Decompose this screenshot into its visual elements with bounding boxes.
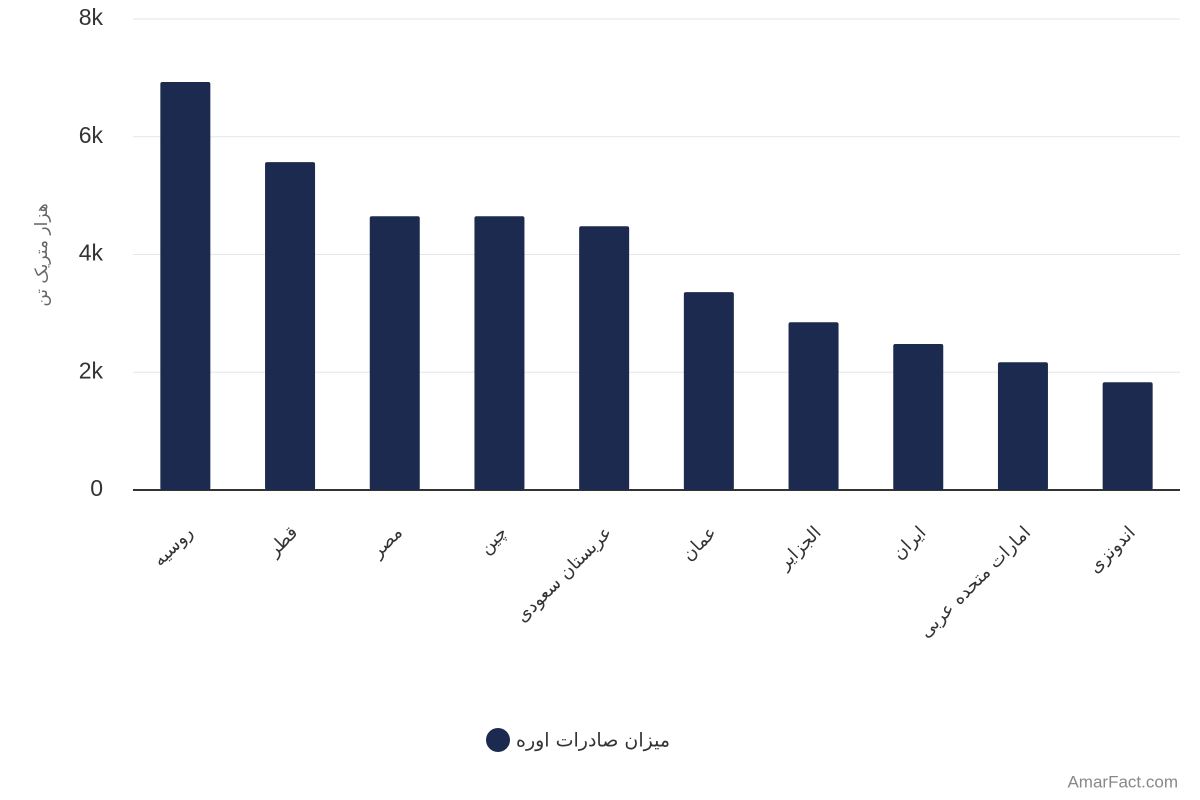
bar <box>579 226 630 491</box>
bar <box>788 322 839 490</box>
y-tick-label: 4k <box>79 240 104 266</box>
y-tick-label: 2k <box>79 357 104 383</box>
x-tick-label: مصر <box>366 522 406 562</box>
x-tick-label: ایران <box>888 522 930 564</box>
y-tick-label: 6k <box>79 122 104 148</box>
legend-marker <box>486 728 510 752</box>
x-tick-label: امارات متحده عربی <box>915 522 1035 642</box>
x-tick-label: الجزایر <box>773 522 825 574</box>
y-tick-label: 0 <box>90 475 103 501</box>
bar <box>160 81 211 490</box>
bar <box>265 162 316 490</box>
legend-label: میزان صادرات اوره <box>516 730 670 752</box>
x-tick-label: عربستان سعودی <box>512 522 616 626</box>
x-tick-label: قطر <box>263 522 302 561</box>
watermark: AmarFact.com <box>1067 772 1178 791</box>
bar <box>893 343 944 490</box>
bar <box>369 216 420 490</box>
x-tick-label: روسیه <box>149 522 197 570</box>
bar <box>683 292 734 490</box>
x-tick-label: عمان <box>678 522 721 565</box>
x-tick-label: چین <box>475 522 511 558</box>
bar <box>1102 382 1153 490</box>
bar <box>997 362 1048 490</box>
bar <box>474 216 525 490</box>
y-axis-title: هزار متریک تن <box>32 203 52 306</box>
x-tick-label: اندونزی <box>1084 522 1139 577</box>
y-tick-label: 8k <box>79 4 104 30</box>
